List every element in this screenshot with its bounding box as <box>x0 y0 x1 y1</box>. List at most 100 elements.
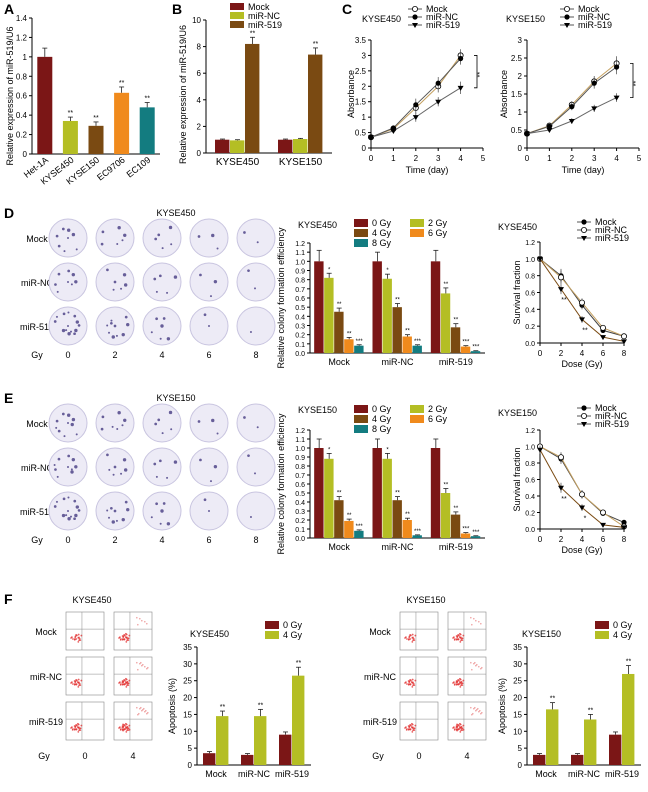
chart-f2-y-tick-label: 0 <box>518 761 523 770</box>
colony-e-colony-dot <box>216 432 219 435</box>
flow-f2-event-dot <box>470 706 472 709</box>
flow-f2-event-dot <box>406 683 408 685</box>
flow-f1-event-dot <box>144 620 146 623</box>
chart-d2-bar <box>412 345 422 353</box>
colony-e-colony-dot <box>113 509 117 513</box>
colony-d-colony-dot <box>56 290 59 293</box>
flow-f2-event-dot <box>481 711 483 714</box>
colony-d-colony-dot <box>209 295 212 298</box>
flow-f2-event-dot <box>452 727 454 729</box>
chart-c1-y-tick-label: 3 <box>362 51 367 60</box>
flow-f2-event-dot <box>414 634 417 637</box>
colony-d-colony-dot <box>65 329 68 332</box>
flow-f1-event-dot <box>124 722 127 725</box>
colony-d-colony-dot <box>55 315 58 318</box>
chart-e3-x-axis-title: Dose (Gy) <box>561 545 602 555</box>
flow-f1-event-dot <box>137 668 139 671</box>
chart-a-significance-label: ** <box>144 96 150 103</box>
colony-e-colony-dot <box>71 417 76 422</box>
chart-c1-y-tick-label: 3.5 <box>355 36 367 45</box>
flow-f2-event-dot <box>458 727 461 730</box>
chart-b-bar <box>245 43 260 153</box>
chart-f1-legend-swatch <box>265 621 279 629</box>
flow-f1-event-dot <box>77 730 80 733</box>
chart-a-x-tick-label: EC109 <box>125 155 153 180</box>
chart-c1-legend-marker-open <box>411 6 418 12</box>
chart-b-legend-label: miR-519 <box>248 20 282 30</box>
flow-f2-event-dot <box>472 712 474 715</box>
chart-f2-bar <box>609 734 622 765</box>
flow-f1-event-dot <box>125 730 128 733</box>
flow-f2-event-dot <box>475 664 477 667</box>
flow-f1-event-dot <box>79 684 82 687</box>
flow-f2-event-dot <box>414 724 417 727</box>
chart-c2-marker-filled <box>546 123 553 129</box>
colony-d-colony-dot <box>216 247 219 250</box>
flow-f2-event-dot <box>406 638 408 640</box>
flow-f1-event-dot <box>77 633 80 636</box>
flow-f2-plot-frame <box>399 656 439 696</box>
chart-e2-y-tick-label: 0.0 <box>295 536 305 543</box>
chart-c2-y-axis-title: Absorbance <box>499 70 509 118</box>
chart-e2-significance-label: * <box>328 447 331 453</box>
flow-f1-event-dot <box>128 679 131 682</box>
chart-d3-x-tick-label: 0 <box>538 349 543 358</box>
colony-d-colony-dot <box>123 283 128 287</box>
flow-f1-event-dot <box>136 661 138 664</box>
chart-c1-marker-triangle <box>412 115 419 121</box>
chart-f2-x-tick-label: Mock <box>535 769 557 779</box>
colony-d-colony-dot <box>74 328 78 333</box>
chart-a-y-tick-label: 0.8 <box>16 72 28 81</box>
flow-f1-event-dot <box>127 637 130 640</box>
chart-d3-marker-open <box>600 324 607 331</box>
colony-e-colony-dot <box>155 502 158 506</box>
flow-f1-event-dot <box>147 711 149 714</box>
colony-d-colony-dot <box>73 314 77 318</box>
flow-f1-event-dot <box>121 635 124 637</box>
colony-d-colony-dot <box>170 243 173 246</box>
chart-c2-y-tick-label: 3 <box>518 36 523 45</box>
colony-e-colony-dot <box>63 435 66 438</box>
chart-d2-significance-label: * <box>328 267 331 273</box>
colony-e-colony-dot <box>197 420 201 423</box>
chart-e2-bar <box>392 500 402 538</box>
chart-c1-significance-label: ** <box>477 72 484 78</box>
flow-f1-event-dot <box>127 684 130 687</box>
flow-f1-event-dot <box>123 678 126 681</box>
chart-c1-significance-bracket <box>474 55 478 89</box>
flow-f1-event-dot <box>77 678 80 681</box>
chart-d2-significance-label: *** <box>472 345 480 351</box>
colony-e-colony-dot <box>70 468 73 471</box>
colony-e-colony-dot <box>117 411 121 415</box>
colony-d-plate <box>236 262 276 302</box>
chart-d2-y-tick-label: 0.9 <box>295 269 305 276</box>
colony-d-colony-dot <box>120 287 123 290</box>
colony-e-colony-dot <box>249 516 252 519</box>
colony-e-colony-dot <box>168 410 173 415</box>
chart-b-legend-swatch <box>230 12 244 19</box>
chart-c1-x-axis-title: Time (day) <box>406 165 449 175</box>
chart-d3-legend-label: miR-NC <box>595 225 627 235</box>
flow-f1-event-dot <box>124 727 127 730</box>
chart-d2-significance-label: ** <box>337 302 342 308</box>
flow-f2-event-dot <box>409 728 412 731</box>
flow-f2-event-dot <box>413 639 416 642</box>
flow-f1-event-dot <box>128 724 131 727</box>
flow-f1-event-dot <box>73 680 76 682</box>
colony-d-row-label: Mock <box>26 234 48 244</box>
flow-f1-event-dot <box>73 728 76 731</box>
chart-d2-significance-label: ** <box>405 329 410 335</box>
flow-f2-plot-frame <box>447 611 487 651</box>
colony-e-colony-dot <box>213 464 218 469</box>
flow-f2-event-dot <box>453 683 456 686</box>
flow-f1-event-dot <box>142 708 144 711</box>
flow-f1-event-dot <box>126 725 129 728</box>
colony-e-colony-dot <box>74 465 78 469</box>
flow-f1-event-dot <box>79 729 82 732</box>
chart-e3-legend-marker-open <box>581 412 588 419</box>
flow-f2-event-dot <box>408 636 411 639</box>
colony-e-colony-dot <box>65 514 68 517</box>
flow-f2-event-dot <box>460 725 463 728</box>
chart-d3-y-tick-label: 0.2 <box>525 324 535 331</box>
chart-c1-y-tick-label: 2.5 <box>355 67 367 76</box>
